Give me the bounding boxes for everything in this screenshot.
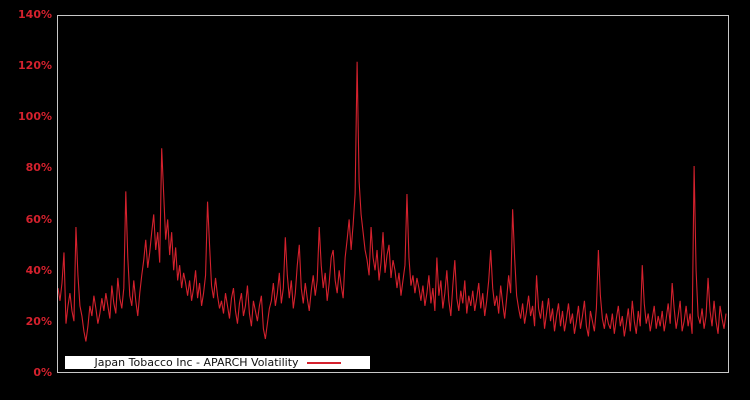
- y-axis-tick-label: 20%: [25, 314, 52, 328]
- volatility-line-series: [58, 61, 727, 342]
- y-axis-tick-label: 120%: [18, 59, 52, 73]
- legend-line-sample-icon: [306, 361, 341, 364]
- y-axis-tick-label: 40%: [25, 263, 52, 277]
- plot-area: [57, 15, 729, 373]
- legend-label: Japan Tobacco Inc - APARCH Volatility: [94, 356, 299, 369]
- legend: Japan Tobacco Inc - APARCH Volatility: [65, 356, 370, 369]
- y-axis-tick-label: 60%: [25, 212, 52, 226]
- y-axis-tick-label: 80%: [25, 161, 52, 175]
- y-axis-tick-label: 0%: [33, 366, 52, 379]
- y-axis-tick-label: 140%: [18, 8, 52, 21]
- y-axis-tick-label: 100%: [18, 110, 52, 124]
